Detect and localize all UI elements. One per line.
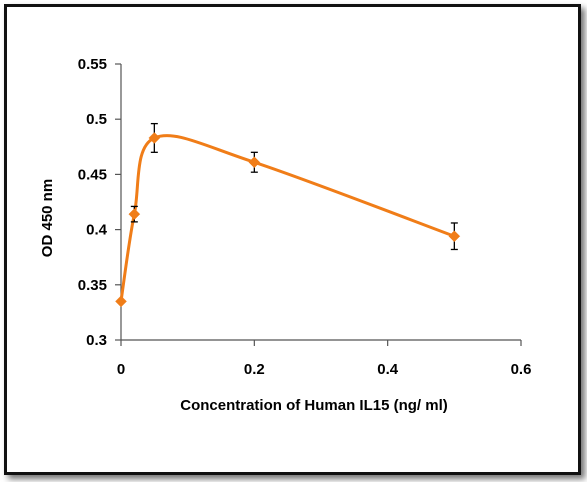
data-point <box>148 132 161 144</box>
y-tick-label: 0.55 <box>78 56 107 73</box>
series-layer <box>115 122 461 308</box>
y-axis-title: OD 450 nm <box>39 179 56 257</box>
data-point <box>115 295 127 308</box>
x-axis-title: Concentration of Human IL15 (ng/ ml) <box>180 397 448 414</box>
x-axis: 0 0.2 0.4 0.6 <box>117 339 532 378</box>
x-tick-label: 0.4 <box>377 361 399 378</box>
chart-frame <box>4 4 581 475</box>
y-tick-label: 0.4 <box>86 222 108 239</box>
x-tick-label: 0 <box>117 361 125 378</box>
x-tick-label: 0.2 <box>244 361 265 378</box>
data-point <box>448 230 461 243</box>
y-tick-label: 0.45 <box>78 166 107 183</box>
data-point <box>248 156 261 169</box>
data-point <box>128 208 141 220</box>
y-axis: 0.3 0.35 0.4 0.45 0.5 0.55 <box>78 56 122 349</box>
y-tick-label: 0.35 <box>78 277 107 294</box>
x-tick-label: 0.6 <box>511 361 532 378</box>
y-tick-label: 0.5 <box>86 111 107 128</box>
series-line <box>119 134 455 302</box>
y-tick-label: 0.3 <box>86 332 107 349</box>
